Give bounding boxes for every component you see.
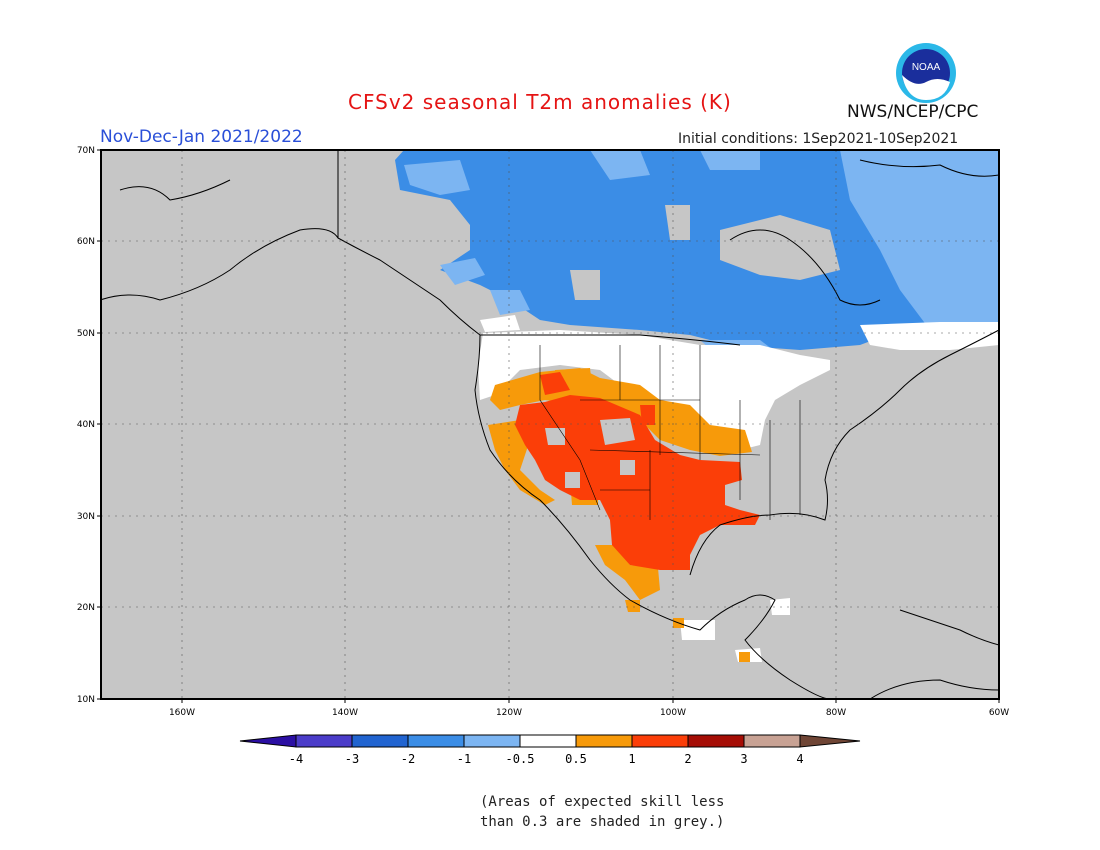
colorbar-label: -3 bbox=[345, 752, 359, 766]
lat-label: 60N bbox=[77, 237, 95, 247]
colorbar-label: 4 bbox=[796, 752, 803, 766]
colorbar-segment bbox=[295, 734, 353, 748]
colorbar-segment bbox=[631, 734, 689, 748]
graticule bbox=[101, 150, 999, 699]
lon-label: 120W bbox=[496, 708, 522, 718]
colorbar-label: -4 bbox=[289, 752, 303, 766]
lat-label: 70N bbox=[77, 146, 95, 156]
initial-conditions: Initial conditions: 1Sep2021-10Sep2021 bbox=[678, 131, 959, 147]
colorbar-label: 0.5 bbox=[565, 752, 587, 766]
lon-label: 100W bbox=[660, 708, 686, 718]
cold-anomaly-region bbox=[395, 150, 999, 358]
colorbar-label: -1 bbox=[457, 752, 471, 766]
forecast-period: Nov-Dec-Jan 2021/2022 bbox=[100, 127, 303, 147]
colorbar-segment bbox=[463, 734, 521, 748]
coastlines bbox=[101, 150, 999, 699]
colorbar-segment bbox=[575, 734, 633, 748]
logo-text: NOAA bbox=[912, 62, 941, 73]
lat-label: 10N bbox=[77, 695, 95, 705]
noaa-logo-icon: NOAA bbox=[896, 43, 956, 103]
lat-label: 40N bbox=[77, 420, 95, 430]
colorbar-label: 1 bbox=[628, 752, 635, 766]
state-borders bbox=[539, 345, 801, 520]
colorbar-segment bbox=[799, 734, 861, 748]
colorbar-label: 2 bbox=[684, 752, 691, 766]
lon-label: 80W bbox=[826, 708, 846, 718]
lon-label: 160W bbox=[169, 708, 195, 718]
skill-note-line2: than 0.3 are shaded in grey.) bbox=[480, 814, 725, 830]
lon-label: 140W bbox=[332, 708, 358, 718]
skill-note-line1: (Areas of expected skill less bbox=[480, 794, 725, 810]
chart-title: CFSv2 seasonal T2m anomalies (K) bbox=[348, 90, 732, 114]
colorbar-label: -0.5 bbox=[506, 752, 535, 766]
colorbar-segment bbox=[407, 734, 465, 748]
colorbar-segment bbox=[351, 734, 409, 748]
colorbar bbox=[239, 734, 861, 748]
lat-label: 20N bbox=[77, 603, 95, 613]
agency-label: NWS/NCEP/CPC bbox=[847, 102, 979, 122]
skill-note: (Areas of expected skill less than 0.3 a… bbox=[480, 792, 724, 832]
colorbar-label: -2 bbox=[401, 752, 415, 766]
warm-anomaly-red bbox=[515, 372, 760, 570]
colorbar-segment bbox=[519, 734, 577, 748]
colorbar-segment bbox=[239, 734, 297, 748]
colorbar-label: 3 bbox=[740, 752, 747, 766]
lon-label: 60W bbox=[989, 708, 1009, 718]
colorbar-segment bbox=[687, 734, 745, 748]
neutral-region bbox=[478, 315, 999, 662]
lat-label: 30N bbox=[77, 512, 95, 522]
colorbar-segment bbox=[743, 734, 801, 748]
lat-label: 50N bbox=[77, 329, 95, 339]
